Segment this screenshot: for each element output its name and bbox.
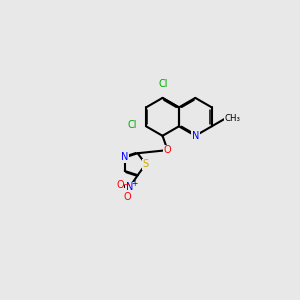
Text: CH₃: CH₃ bbox=[225, 114, 241, 123]
Text: N: N bbox=[121, 152, 128, 162]
Text: O: O bbox=[164, 145, 171, 155]
Text: +: + bbox=[131, 178, 138, 188]
Text: Cl: Cl bbox=[127, 120, 136, 130]
Text: −: − bbox=[122, 180, 129, 189]
Text: N: N bbox=[126, 182, 133, 192]
Text: Cl: Cl bbox=[159, 79, 168, 88]
Text: O: O bbox=[124, 192, 132, 203]
Text: S: S bbox=[142, 159, 149, 169]
Text: N: N bbox=[192, 131, 199, 141]
Text: O: O bbox=[116, 180, 124, 190]
